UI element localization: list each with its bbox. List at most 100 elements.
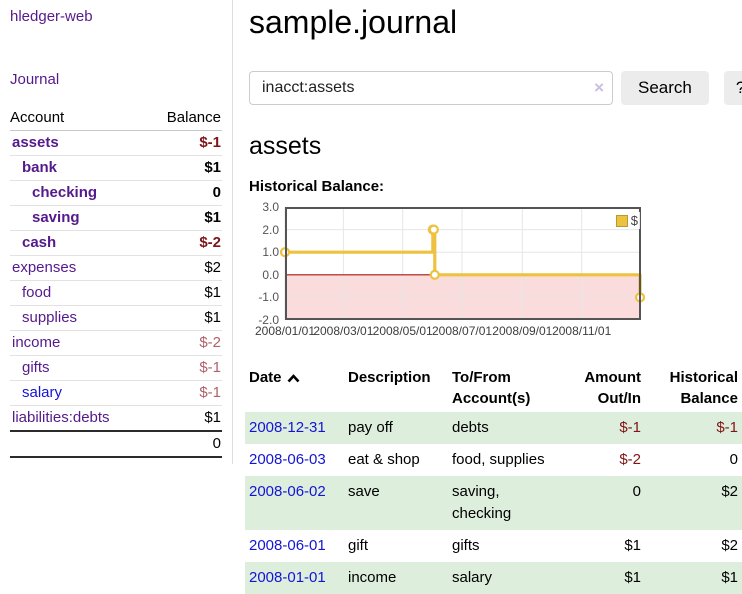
register-table: Date Description To/From Account(s) Amou… [245,364,742,594]
account-balance: $-1 [146,380,222,406]
account-row: salary $-1 [10,380,222,406]
transaction-amount: 0 [562,476,645,530]
account-balance: $-1 [146,355,222,381]
register-header-date-label: Date [249,369,282,386]
search-button[interactable]: Search [621,71,709,105]
account-link[interactable]: supplies [22,309,78,326]
account-row: expenses $2 [10,255,222,281]
transaction-accounts: saving, checking [448,476,562,530]
chart-title: Historical Balance: [249,178,385,195]
accounts-table-header: Account Balance [10,107,222,131]
search-input-wrap: × [249,71,613,105]
transaction-accounts: gifts [452,537,480,554]
account-row: checking 0 [10,180,222,206]
transaction-description: eat & shop [348,451,420,468]
accounts-total-value: 0 [146,430,222,458]
transaction-description: income [344,562,448,594]
transaction-row: 2008-12-31 pay off debts $-1 $-1 [245,412,742,444]
account-link[interactable]: gifts [22,359,50,376]
register-header-row: Date Description To/From Account(s) Amou… [245,364,742,412]
sidebar-nav: Journal [10,71,222,88]
y-axis-tick-label: -2.0 [258,313,279,327]
main-content: sample.journal × Search ? assets Histori… [233,0,742,594]
account-link[interactable]: income [12,334,61,351]
historical-balance-chart: 3.0 2.0 1.0 0.0 -1.0 -2.0 $2008/01/01 2008/03/0… [249,200,649,343]
register-header-accounts: To/From Account(s) [448,364,562,412]
account-balance: $1 [146,155,222,181]
app-title-link[interactable]: hledger-web [10,8,93,25]
legend-swatch [615,214,628,227]
transaction-accounts: debts [448,412,562,444]
register-header-accounts-line1: To/From [452,369,511,386]
y-axis-tick-label: 3.0 [262,200,279,214]
account-link[interactable]: checking [32,184,98,201]
account-balance: $1 [146,205,222,231]
account-link[interactable]: cash [22,234,57,251]
y-axis-tick-label: 0.0 [262,267,279,282]
register-header-amount-line2: Out/In [597,390,641,407]
clear-search-icon[interactable]: × [594,78,604,97]
account-row: saving $1 [10,205,222,231]
transaction-row: 2008-06-02 save saving, checking 0 $2 [245,476,742,530]
transaction-description: pay off [344,412,448,444]
register-header-date[interactable]: Date [245,364,344,412]
transaction-amount: $-1 [562,412,645,444]
account-row: food $1 [10,280,222,306]
sort-ascending-icon [287,368,300,389]
transaction-historical-balance: $2 [645,476,742,530]
transaction-date-link[interactable]: 2008-06-03 [249,451,326,468]
account-link[interactable]: liabilities:debts [12,409,110,426]
transaction-historical-balance: 0 [729,451,738,468]
search-input[interactable] [249,71,613,105]
account-row: cash $-2 [10,230,222,256]
account-balance: $-2 [146,330,222,356]
transaction-date-link[interactable]: 2008-12-31 [249,419,326,436]
y-axis-tick-label: -1.0 [258,290,279,305]
register-header-accounts-line2: Account(s) [452,390,531,407]
register-header-amount-line1: Amount [584,369,641,386]
register-header-historical-line1: Historical [669,369,738,386]
transaction-accounts: food, supplies [452,451,545,468]
account-link[interactable]: food [22,284,52,301]
legend-label: $ [630,213,638,228]
account-row: supplies $1 [10,305,222,331]
account-row: gifts $-1 [10,355,222,381]
sidebar-item-journal[interactable]: Journal [10,71,60,88]
transaction-amount: $1 [624,537,641,554]
transaction-accounts: salary [448,562,562,594]
sidebar: hledger-web Journal Account Balance asse… [0,0,233,464]
x-axis-tick-label: 2008/01/01 [254,324,316,338]
x-axis-tick-label: 2008/03/01 [313,324,374,338]
register-header-description: Description [348,369,431,386]
account-link[interactable]: assets [12,134,59,151]
transaction-row: 2008-06-01 gift gifts $1 $2 [245,530,742,562]
account-link[interactable]: expenses [12,259,77,276]
account-row: liabilities:debts $1 [10,405,222,432]
x-axis-tick-label: 2008/05/01 [372,324,433,338]
search-form: × Search ? [249,71,742,105]
account-heading: assets [249,132,322,160]
account-balance: $1 [146,305,222,331]
account-row: assets $-1 [10,130,222,156]
transaction-date-link[interactable]: 2008-06-02 [249,483,326,500]
transaction-row: 2008-01-01 income salary $1 $1 [245,562,742,594]
accounts-total-row: 0 [10,430,222,458]
transaction-historical-balance: $1 [645,562,742,594]
x-axis-tick-label: 2008/07/01 [431,324,493,338]
account-balance: 0 [146,180,222,206]
account-balance: $-1 [146,130,222,156]
account-link[interactable]: saving [32,209,80,226]
y-axis-tick-label: 2.0 [262,222,279,237]
transaction-row: 2008-06-03 eat & shop food, supplies $-2 0 [245,444,742,476]
account-link[interactable]: salary [22,384,63,401]
account-link[interactable]: bank [22,159,58,176]
register-header-historical-line2: Balance [680,390,738,407]
transaction-description: save [344,476,448,530]
account-row: bank $1 [10,155,222,181]
transaction-amount: $-2 [619,451,641,468]
search-help-button[interactable]: ? [723,71,742,105]
account-row: income $-2 [10,330,222,356]
accounts-table: Account Balance assets $-1 bank $1 checking 0… [10,107,222,458]
transaction-date-link[interactable]: 2008-06-01 [249,537,326,554]
transaction-date-link[interactable]: 2008-01-01 [249,569,326,586]
